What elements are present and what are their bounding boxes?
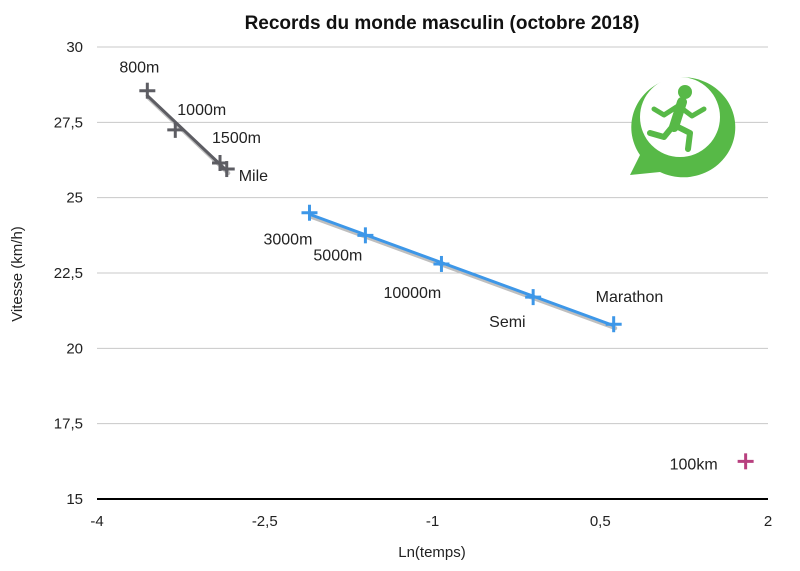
point-label: Semi xyxy=(489,314,525,331)
data-points xyxy=(139,82,754,470)
y-tick-labels: 15 17,5 20 22,5 25 27,5 30 xyxy=(54,39,83,508)
x-tick-label: -4 xyxy=(90,513,103,530)
data-point xyxy=(139,82,156,99)
point-label: Marathon xyxy=(596,289,664,306)
x-tick-label: -2,5 xyxy=(252,513,278,530)
point-label: 1500m xyxy=(212,130,261,147)
x-tick-label: -1 xyxy=(426,513,439,530)
y-tick-label: 25 xyxy=(66,190,83,207)
x-tick-labels: -4 -2,5 -1 0,5 2 xyxy=(90,513,772,530)
point-label: 10000m xyxy=(383,285,441,302)
running-man-chat-icon xyxy=(630,77,736,178)
y-tick-label: 17,5 xyxy=(54,416,83,433)
trendline xyxy=(307,212,616,328)
data-point xyxy=(433,255,450,272)
trendline-shadow xyxy=(308,214,618,331)
x-axis-title: Ln(temps) xyxy=(398,544,466,561)
point-label: 3000m xyxy=(263,232,312,249)
x-tick-label: 0,5 xyxy=(590,513,611,530)
point-label: 5000m xyxy=(313,247,362,264)
y-tick-label: 15 xyxy=(66,491,83,508)
y-axis-title: Vitesse (km/h) xyxy=(9,226,26,322)
data-point xyxy=(737,453,754,470)
trendline xyxy=(145,94,229,173)
data-point xyxy=(167,121,184,138)
y-tick-label: 20 xyxy=(66,340,83,357)
chart-title: Records du monde masculin (octobre 2018) xyxy=(245,13,640,34)
data-point xyxy=(525,289,542,306)
data-point xyxy=(357,227,374,244)
point-label: Mile xyxy=(239,168,268,185)
grid-lines xyxy=(97,46,768,500)
data-point xyxy=(218,161,235,178)
point-label: 800m xyxy=(119,60,159,77)
x-tick-label: 2 xyxy=(764,513,772,530)
data-point xyxy=(301,204,318,221)
y-tick-label: 27,5 xyxy=(54,114,83,131)
point-label: 100km xyxy=(670,456,718,473)
y-tick-label: 30 xyxy=(66,39,83,56)
logo-runner xyxy=(647,85,707,152)
point-label: 1000m xyxy=(177,102,226,119)
y-tick-label: 22,5 xyxy=(54,265,83,282)
data-point xyxy=(605,316,622,333)
